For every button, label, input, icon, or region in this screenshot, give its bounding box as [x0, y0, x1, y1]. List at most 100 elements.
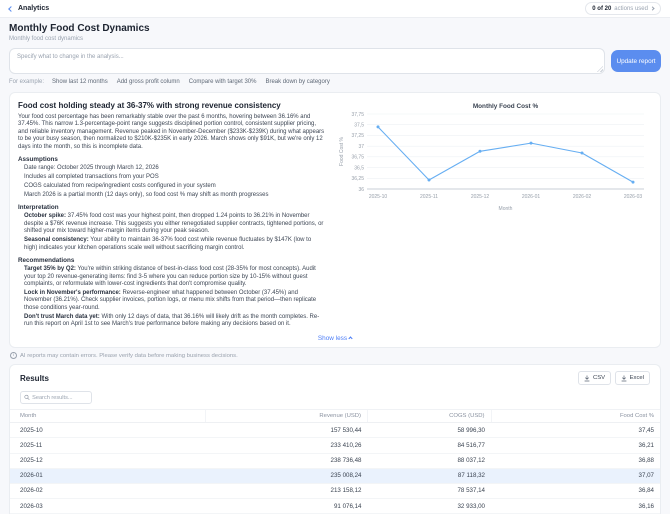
column-header[interactable]: Revenue (USD)	[205, 410, 368, 423]
back-chevron-icon[interactable]	[8, 6, 14, 12]
export-csv-label: CSV	[593, 375, 605, 381]
chevron-right-icon	[650, 6, 654, 10]
column-header[interactable]: Month	[10, 410, 205, 423]
svg-text:2025-10: 2025-10	[369, 194, 388, 200]
chart-panel: Monthly Food Cost %3636,2536,536,753737,…	[337, 101, 652, 330]
svg-text:2025-12: 2025-12	[471, 194, 490, 200]
prompt-row: Update report	[0, 44, 670, 74]
report-text-column: Food cost holding steady at 36-37% with …	[18, 101, 325, 330]
svg-text:37: 37	[359, 144, 365, 150]
report-section-heading: Assumptions	[18, 156, 325, 163]
disclaimer-text: AI reports may contain errors. Please ve…	[20, 353, 238, 359]
table-cell: 37,45	[491, 423, 660, 438]
report-item: Date range: October 2025 through March 1…	[24, 165, 325, 172]
download-icon	[621, 375, 627, 382]
analytics-app: Analytics 0 of 20 actions used Monthly F…	[0, 0, 670, 514]
report-section-heading: Recommendations	[18, 257, 325, 264]
chevron-up-icon	[348, 337, 352, 341]
column-header[interactable]: COGS (USD)	[368, 410, 492, 423]
actions-used-count: 0 of 20	[592, 6, 611, 12]
examples-row: For example: Show last 12 monthsAdd gros…	[0, 74, 670, 88]
report-item: Seasonal consistency: Your ability to ma…	[24, 237, 325, 252]
report-section-heading: Interpretation	[18, 204, 325, 211]
report-item: March 2026 is a partial month (12 days o…	[24, 192, 325, 199]
table-cell: 233 410,26	[205, 438, 368, 453]
table-cell: 91 076,14	[205, 499, 368, 514]
show-less-label: Show less	[318, 335, 347, 342]
svg-text:36,75: 36,75	[352, 155, 365, 161]
table-cell: 2025-11	[10, 438, 205, 453]
report-item: Don't trust March data yet: With only 12…	[24, 314, 325, 329]
ai-disclaimer: i AI reports may contain errors. Please …	[0, 348, 670, 362]
report-item: Lock in November's performance: Reverse-…	[24, 290, 325, 312]
example-suggestion[interactable]: Add gross profit column	[117, 79, 180, 85]
table-cell: 235 008,24	[205, 468, 368, 483]
table-cell: 36,21	[491, 438, 660, 453]
page-title: Monthly Food Cost Dynamics	[9, 23, 661, 34]
report-sections: Assumptions Date range: October 2025 thro…	[18, 156, 325, 328]
report-summary: Your food cost percentage has been remar…	[18, 114, 325, 151]
search-input[interactable]	[32, 395, 88, 401]
table-row[interactable]: 2025-10157 530,4458 996,3037,45	[10, 423, 660, 438]
table-row[interactable]: 2026-0391 076,1432 933,0036,16	[10, 499, 660, 514]
actions-used-badge[interactable]: 0 of 20 actions used	[585, 2, 661, 15]
search-box[interactable]	[20, 391, 92, 404]
info-icon: i	[10, 352, 17, 359]
report-columns: Food cost holding steady at 36-37% with …	[18, 101, 652, 330]
breadcrumb[interactable]: Analytics	[9, 5, 49, 12]
svg-text:2026-02: 2026-02	[573, 194, 592, 200]
results-title: Results	[20, 374, 49, 383]
export-excel-button[interactable]: Excel	[615, 371, 650, 385]
download-icon	[584, 375, 590, 382]
table-row[interactable]: 2025-12238 736,4888 037,1236,88	[10, 453, 660, 468]
example-suggestion[interactable]: Show last 12 months	[52, 79, 108, 85]
table-cell: 157 530,44	[205, 423, 368, 438]
svg-text:Food Cost %: Food Cost %	[339, 136, 345, 165]
prompt-input-wrap	[9, 48, 605, 74]
table-cell: 88 037,12	[368, 453, 492, 468]
table-row[interactable]: 2026-02213 158,1278 537,1436,84	[10, 483, 660, 498]
example-suggestion[interactable]: Break down by category	[265, 79, 329, 85]
table-cell: 78 537,14	[368, 483, 492, 498]
table-cell: 32 933,00	[368, 499, 492, 514]
report-item: COGS calculated from recipe/ingredient c…	[24, 183, 325, 190]
results-card: Results CSV Excel MonthRevenue (USD)COGS…	[9, 364, 661, 514]
results-header: Results CSV Excel	[10, 371, 660, 385]
export-csv-button[interactable]: CSV	[578, 371, 611, 385]
topbar: Analytics 0 of 20 actions used	[0, 0, 670, 18]
table-cell: 36,84	[491, 483, 660, 498]
table-cell: 2025-12	[10, 453, 205, 468]
table-row[interactable]: 2025-11233 410,2684 516,7736,21	[10, 438, 660, 453]
table-row[interactable]: 2026-01235 008,2487 118,3237,07	[10, 468, 660, 483]
examples-list: Show last 12 months Add gross profit colu…	[52, 79, 330, 85]
svg-text:2026-03: 2026-03	[624, 194, 643, 200]
export-buttons: CSV Excel	[578, 371, 650, 385]
table-cell: 2025-10	[10, 423, 205, 438]
update-report-button[interactable]: Update report	[611, 50, 661, 72]
svg-text:2025-11: 2025-11	[420, 194, 438, 200]
prompt-input[interactable]	[9, 48, 605, 74]
example-suggestion[interactable]: Compare with target 30%	[189, 79, 257, 85]
svg-text:37,5: 37,5	[355, 123, 365, 129]
report-card: Food cost holding steady at 36-37% with …	[9, 92, 661, 348]
column-header[interactable]: Food Cost %	[491, 410, 660, 423]
svg-text:36: 36	[359, 187, 365, 193]
page-head: Monthly Food Cost Dynamics Monthly food …	[0, 18, 670, 44]
table-cell: 37,07	[491, 468, 660, 483]
show-less-link[interactable]: Show less	[18, 330, 652, 344]
svg-text:Monthly Food Cost %: Monthly Food Cost %	[473, 103, 539, 110]
svg-text:2026-01: 2026-01	[522, 194, 541, 200]
svg-text:37,25: 37,25	[352, 133, 365, 139]
report-title: Food cost holding steady at 36-37% with …	[18, 101, 325, 110]
table-cell: 2026-01	[10, 468, 205, 483]
svg-text:37,75: 37,75	[352, 112, 365, 118]
monthly-food-cost-chart: Monthly Food Cost %3636,2536,536,753737,…	[337, 101, 652, 213]
results-table: MonthRevenue (USD)COGS (USD)Food Cost % …	[10, 409, 660, 514]
table-cell: 213 158,12	[205, 483, 368, 498]
table-cell: 36,16	[491, 499, 660, 514]
export-excel-label: Excel	[630, 375, 644, 381]
breadcrumb-label[interactable]: Analytics	[18, 5, 49, 12]
report-item: Target 35% by Q2: You're within striking…	[24, 266, 325, 288]
table-cell: 84 516,77	[368, 438, 492, 453]
svg-text:36,25: 36,25	[352, 176, 365, 182]
